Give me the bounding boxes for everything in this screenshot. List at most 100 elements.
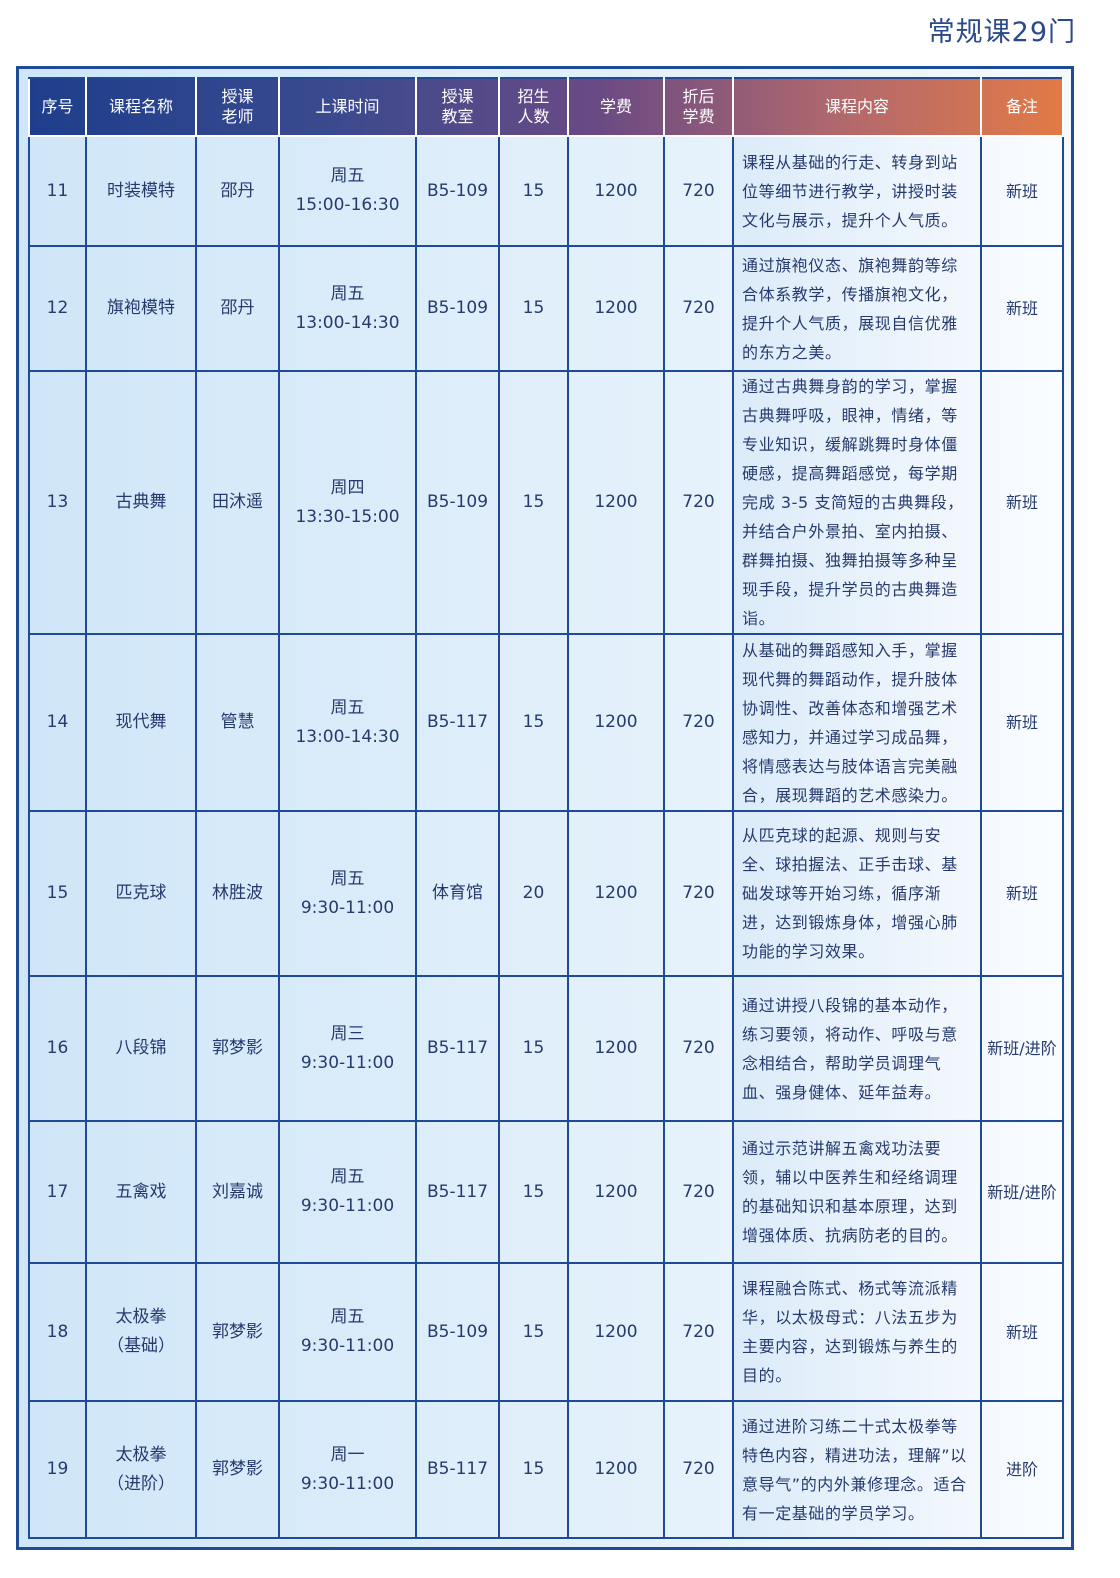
course-content: 通过示范讲解五禽戏功法要领，辅以中医养生和经络调理的基础知识和基本原理，达到增强… [732,1120,982,1264]
schedule-time: 9:30-11:00 [300,1052,395,1073]
table-row: 11 时装模特 邵丹 周五 15:00-16:30 B5-109 15 1200 720 课程从基… [28,135,1064,247]
tuition: 1200 [567,975,665,1122]
schedule-day: 周一 [330,1444,365,1465]
discount-tuition: 720 [663,135,734,247]
course-name: 时装模特 [85,135,197,247]
course-content: 通过旗袍仪态、旗袍舞韵等综合体系教学，传播旗袍文化，提升个人气质，展现自信优雅的… [732,245,982,372]
discount-tuition: 720 [663,975,734,1122]
table-row: 15 匹克球 林胜波 周五 9:30-11:00 体育馆 20 1200 720 从匹克球的起源、… [28,810,1064,977]
schedule-time: 13:00-14:30 [295,726,400,747]
schedule-day: 周三 [330,1023,365,1044]
note: 进阶 [980,1400,1064,1539]
schedule-time: 13:00-14:30 [295,312,400,333]
course-content: 通过古典舞身韵的学习，掌握古典舞呼吸，眼神，情绪，等专业知识，缓解跳舞时身体僵硬… [732,370,982,635]
header-name: 课程名称 [85,77,197,137]
header-no: 序号 [28,77,87,137]
note: 新班 [980,810,1064,977]
header-note: 备注 [980,77,1064,137]
tuition: 1200 [567,1262,665,1402]
quota: 15 [498,633,569,812]
tuition: 1200 [567,1120,665,1264]
teacher: 郭梦影 [195,1262,280,1402]
header-room: 授课 教室 [415,77,500,137]
course-number: 13 [28,370,87,635]
teacher: 管慧 [195,633,280,812]
teacher: 郭梦影 [195,975,280,1122]
teacher: 刘嘉诚 [195,1120,280,1264]
tuition: 1200 [567,245,665,372]
table-row: 12 旗袍模特 邵丹 周五 13:00-14:30 B5-109 15 1200 720 通过旗袍… [28,245,1064,372]
tuition: 1200 [567,370,665,635]
course-number: 12 [28,245,87,372]
classroom: B5-109 [415,135,500,247]
classroom: B5-109 [415,245,500,372]
course-number: 18 [28,1262,87,1402]
schedule-time: 13:30-15:00 [295,506,400,527]
table-header: 序号 课程名称 授课 老师 上课时间 授课 教室 招生 人数 学费 折后 学费 课程内容 备注 [28,77,1064,137]
schedule: 周五 9:30-11:00 [278,1262,417,1402]
classroom: B5-117 [415,975,500,1122]
quota: 15 [498,1120,569,1264]
classroom: B5-117 [415,1120,500,1264]
course-name: 太极拳 （进阶） [85,1400,197,1539]
schedule-time: 9:30-11:00 [300,1473,395,1494]
course-content: 通过讲授八段锦的基本动作，练习要领，将动作、呼吸与意念相结合，帮助学员调理气血、… [732,975,982,1122]
course-name: 八段锦 [85,975,197,1122]
course-name: 匹克球 [85,810,197,977]
tuition: 1200 [567,633,665,812]
quota: 15 [498,245,569,372]
note: 新班 [980,135,1064,247]
note: 新班 [980,1262,1064,1402]
schedule-day: 周五 [330,868,365,889]
header-content: 课程内容 [732,77,982,137]
schedule-day: 周四 [330,477,365,498]
schedule: 周五 15:00-16:30 [278,135,417,247]
course-name: 旗袍模特 [85,245,197,372]
schedule-time: 15:00-16:30 [295,195,400,215]
note: 新班 [980,370,1064,635]
schedule-day: 周五 [330,1167,365,1187]
discount-tuition: 720 [663,245,734,372]
discount-tuition: 720 [663,810,734,977]
table-row: 14 现代舞 管慧 周五 13:00-14:30 B5-117 15 1200 720 从基础的舞… [28,633,1064,812]
quota: 15 [498,370,569,635]
schedule: 周一 9:30-11:00 [278,1400,417,1539]
course-name: 五禽戏 [85,1120,197,1264]
schedule-day: 周五 [330,697,365,718]
teacher: 郭梦影 [195,1400,280,1539]
course-name: 太极拳 （基础） [85,1262,197,1402]
quota: 15 [498,135,569,247]
classroom: B5-109 [415,370,500,635]
schedule-day: 周五 [330,1307,365,1327]
discount-tuition: 720 [663,1120,734,1264]
schedule: 周四 13:30-15:00 [278,370,417,635]
discount-tuition: 720 [663,1400,734,1539]
tuition: 1200 [567,135,665,247]
table-row: 18 太极拳 （基础） 郭梦影 周五 9:30-11:00 B5-109 15 1200 720… [28,1262,1064,1402]
header-time: 上课时间 [278,77,417,137]
course-table: 序号 课程名称 授课 老师 上课时间 授课 教室 招生 人数 学费 折后 学费 课程内容 备注 1… [28,77,1064,1539]
discount-tuition: 720 [663,633,734,812]
teacher: 田沐遥 [195,370,280,635]
course-number: 11 [28,135,87,247]
schedule-day: 周五 [330,283,365,304]
schedule: 周三 9:30-11:00 [278,975,417,1122]
course-number: 16 [28,975,87,1122]
course-content: 通过进阶习练二十式太极拳等特色内容，精进功法，理解”以意导气”的内外兼修理念。适… [732,1400,982,1539]
page-title: 常规课29门 [927,17,1076,48]
course-number: 15 [28,810,87,977]
schedule-time: 9:30-11:00 [300,1196,395,1216]
schedule: 周五 9:30-11:00 [278,1120,417,1264]
quota: 15 [498,1262,569,1402]
course-content: 从匹克球的起源、规则与安全、球拍握法、正手击球、基础发球等开始习练，循序渐进，达… [732,810,982,977]
tuition: 1200 [567,810,665,977]
classroom: 体育馆 [415,810,500,977]
note: 新班 [980,245,1064,372]
schedule: 周五 9:30-11:00 [278,810,417,977]
note: 新班/进阶 [980,1120,1064,1264]
teacher: 邵丹 [195,245,280,372]
schedule-time: 9:30-11:00 [300,897,395,918]
schedule-day: 周五 [330,166,365,186]
table-row: 16 八段锦 郭梦影 周三 9:30-11:00 B5-117 15 1200 720 通过讲授八… [28,975,1064,1122]
course-number: 19 [28,1400,87,1539]
